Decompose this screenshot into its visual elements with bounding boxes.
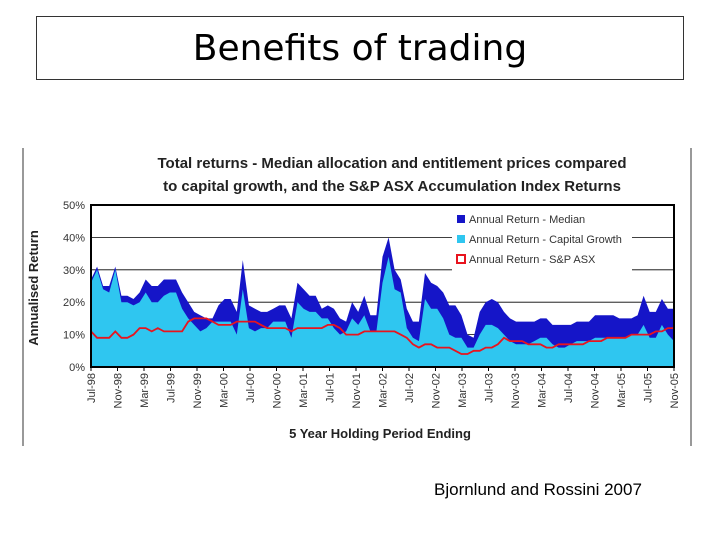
x-tick-label: Nov-99 [192, 373, 204, 408]
x-tick-label: Mar-00 [219, 373, 231, 408]
legend-label-capital: Annual Return - Capital Growth [469, 234, 622, 246]
legend-swatch-sp [456, 254, 466, 264]
x-tick-label: Nov-04 [590, 373, 602, 408]
x-tick-label: Jul-03 [484, 373, 496, 403]
y-axis-label: Annualised Return [26, 230, 41, 346]
legend-swatch-median [457, 215, 465, 223]
x-tick-label: Nov-98 [113, 373, 125, 408]
x-tick-label: Mar-04 [537, 373, 549, 408]
x-tick-label: Mar-01 [298, 373, 310, 408]
x-tick-label: Nov-02 [431, 373, 443, 408]
chart-legend: Annual Return - Median Annual Return - C… [452, 208, 632, 272]
x-tick-label: Mar-02 [378, 373, 390, 408]
x-tick-label: Jul-01 [325, 373, 337, 403]
slide-title: Benefits of trading [192, 27, 528, 69]
x-tick-label: Jul-99 [166, 373, 178, 403]
chart-title-line2: to capital growth, and the S&P ASX Accum… [163, 178, 621, 195]
y-tick-label: 40% [63, 232, 85, 244]
x-tick-label: Jul-02 [404, 373, 416, 403]
y-tick-label: 20% [63, 297, 85, 309]
x-tick-label: Jul-05 [643, 373, 655, 403]
x-tick-label: Nov-03 [510, 373, 522, 408]
y-tick-label: 30% [63, 265, 85, 277]
plot-border [90, 204, 675, 368]
y-tick-label: 10% [63, 330, 85, 342]
y-tick-label: 50% [63, 200, 85, 212]
chart-area: Total returns - Median allocation and en… [22, 148, 692, 446]
x-tick-label: Mar-99 [139, 373, 151, 408]
series-capital-growth-area [91, 256, 674, 367]
x-tick-label: Jul-04 [563, 373, 575, 403]
legend-label-sp: Annual Return - S&P ASX [469, 254, 596, 266]
legend-swatch-capital [457, 235, 465, 243]
source-caption: Bjornlund and Rossini 2007 [434, 480, 642, 499]
series-sp-asx-line [90, 317, 674, 355]
x-tick-label: Jul-98 [86, 373, 98, 403]
x-tick-label: Mar-05 [616, 373, 628, 408]
slide-title-box: Benefits of trading [36, 16, 684, 80]
x-tick-label: Jul-00 [245, 373, 257, 403]
x-tick-label: Mar-03 [457, 373, 469, 408]
y-tick-label: 0% [69, 362, 85, 374]
legend-label-median: Annual Return - Median [469, 214, 585, 226]
returns-chart: Total returns - Median allocation and en… [22, 148, 692, 446]
chart-title-line1: Total returns - Median allocation and en… [158, 155, 627, 172]
x-tick-label: Nov-05 [669, 373, 681, 408]
x-axis-label: 5 Year Holding Period Ending [289, 426, 471, 441]
x-tick-label: Nov-01 [351, 373, 363, 408]
x-tick-label: Nov-00 [272, 373, 284, 408]
